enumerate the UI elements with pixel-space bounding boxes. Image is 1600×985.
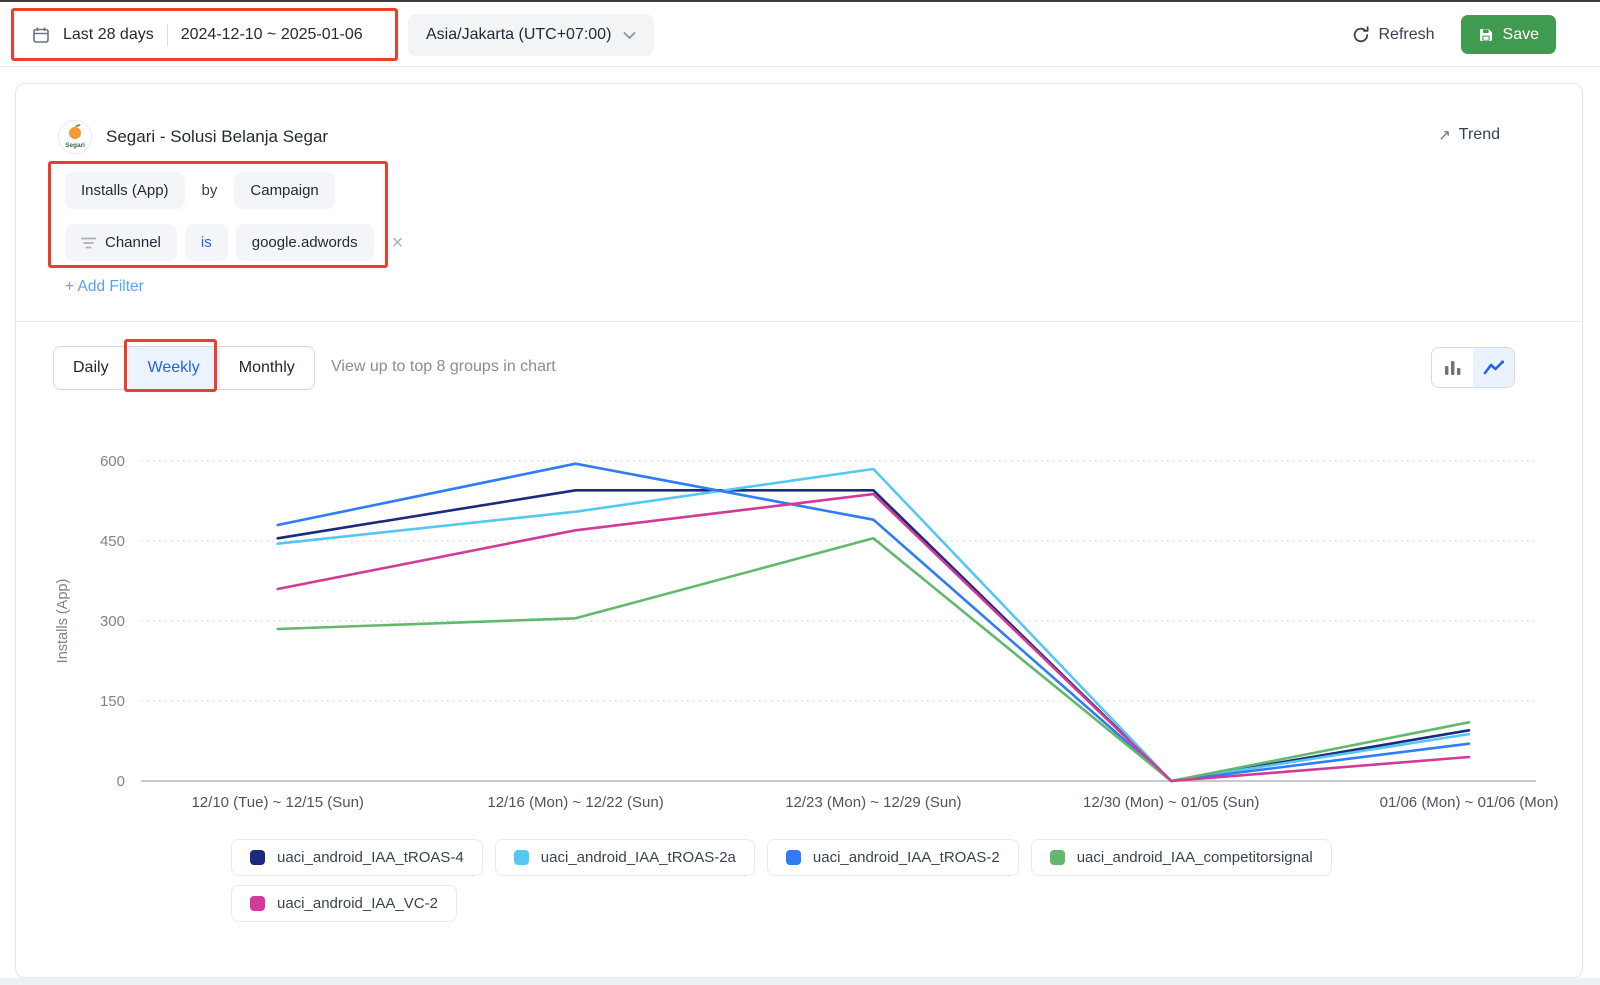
line-chart-svg: 0 150 300 450 600 12/10 (Tue) ~ 12/15 (Sun) 12…: [55, 453, 1559, 811]
filter-operator-chip[interactable]: is: [184, 224, 228, 261]
calendar-icon: [33, 27, 49, 43]
svg-text:12/16 (Mon) ~ 12/22 (Sun): 12/16 (Mon) ~ 12/22 (Sun): [487, 794, 663, 811]
date-range-value[interactable]: 2024-12-10 ~ 2025-01-06: [180, 25, 363, 43]
app-logo: Segari: [58, 120, 92, 154]
group-by-chip[interactable]: Campaign: [234, 172, 335, 209]
timezone-select[interactable]: Asia/Jakarta (UTC+07:00): [408, 14, 655, 56]
page-background-strip: [0, 978, 1600, 985]
by-label: by: [201, 182, 218, 199]
line-chart: 0 150 300 450 600 12/10 (Tue) ~ 12/15 (Sun) 12…: [41, 446, 1561, 846]
metric-chip[interactable]: Installs (App): [65, 172, 185, 209]
legend-swatch: [250, 896, 265, 911]
trend-link[interactable]: ↗ Trend: [1438, 126, 1500, 144]
chart-type-toggle: [1431, 347, 1515, 388]
remove-filter-icon[interactable]: ×: [391, 231, 404, 254]
save-button[interactable]: Save: [1460, 15, 1556, 54]
legend-label: uaci_android_IAA_competitorsignal: [1076, 849, 1313, 866]
svg-text:12/30 (Mon) ~ 01/05 (Sun): 12/30 (Mon) ~ 01/05 (Sun): [1083, 794, 1259, 811]
filter-value-label: google.adwords: [251, 234, 358, 251]
legend-label: uaci_android_IAA_tROAS-2a: [540, 849, 736, 866]
trend-label: Trend: [1458, 126, 1500, 143]
legend-swatch: [785, 850, 801, 865]
legend-swatch: [1049, 850, 1065, 865]
report-card: Segari Segari - Solusi Belanja Segar ↗ T…: [15, 83, 1583, 978]
legend-item[interactable]: uaci_android_IAA_tROAS-2a: [494, 839, 755, 876]
refresh-icon: [1353, 25, 1369, 42]
save-icon: [1479, 28, 1492, 41]
svg-text:Installs (App): Installs (App): [55, 579, 71, 664]
svg-text:12/10 (Tue) ~ 12/15 (Sun): 12/10 (Tue) ~ 12/15 (Sun): [191, 794, 363, 811]
app-header: Segari Segari - Solusi Belanja Segar: [58, 120, 328, 154]
bar-chart-icon: [1444, 360, 1460, 375]
chart-legend: uaci_android_IAA_tROAS-4 uaci_android_IAA…: [231, 839, 1411, 922]
chevron-down-icon: [624, 31, 636, 39]
toolbar-actions: Refresh Save: [1352, 2, 1556, 67]
app-name: Segari - Solusi Belanja Segar: [106, 127, 329, 146]
group-by-label: Campaign: [250, 182, 319, 199]
svg-text:300: 300: [100, 613, 125, 630]
date-preset-label[interactable]: Last 28 days: [63, 25, 154, 43]
top-toolbar: Last 28 days 2024-12-10 ~ 2025-01-06 Asi…: [0, 2, 1600, 67]
date-divider: [166, 23, 168, 46]
trend-arrow-icon: ↗: [1438, 127, 1451, 144]
bar-chart-toggle-button[interactable]: [1432, 348, 1473, 387]
date-range-picker[interactable]: Last 28 days 2024-12-10 ~ 2025-01-06: [32, 2, 363, 67]
legend-item[interactable]: uaci_android_IAA_VC-2: [231, 885, 457, 922]
save-label: Save: [1502, 25, 1539, 43]
filter-row: Channel is google.adwords ×: [65, 224, 403, 261]
tab-weekly[interactable]: Weekly: [127, 347, 219, 389]
filter-value-chip[interactable]: google.adwords: [235, 224, 374, 261]
svg-text:0: 0: [117, 773, 125, 790]
section-divider: [16, 321, 1582, 322]
legend-label: uaci_android_IAA_tROAS-2: [812, 849, 1000, 866]
line-chart-icon: [1483, 359, 1504, 374]
svg-text:450: 450: [100, 533, 125, 550]
tab-monthly[interactable]: Monthly: [218, 347, 314, 389]
metric-row: Installs (App) by Campaign: [65, 172, 335, 209]
line-chart-toggle-button[interactable]: [1473, 348, 1514, 387]
svg-text:Segari: Segari: [65, 142, 85, 149]
svg-text:150: 150: [100, 693, 125, 710]
tab-daily[interactable]: Daily: [54, 347, 128, 389]
legend-label: uaci_android_IAA_tROAS-4: [277, 849, 464, 866]
metric-label: Installs (App): [81, 182, 169, 199]
svg-text:600: 600: [100, 453, 125, 470]
filter-field-chip[interactable]: Channel: [65, 224, 177, 261]
legend-swatch: [250, 850, 265, 865]
top-groups-hint: View up to top 8 groups in chart: [331, 358, 556, 375]
filter-lines-icon: [81, 237, 96, 248]
svg-text:01/06 (Mon) ~ 01/06 (Mon): 01/06 (Mon) ~ 01/06 (Mon): [1380, 794, 1559, 811]
legend-swatch: [513, 850, 529, 865]
legend-item[interactable]: uaci_android_IAA_competitorsignal: [1030, 839, 1332, 876]
filter-operator-label: is: [200, 234, 212, 251]
svg-text:12/23 (Mon) ~ 12/29 (Sun): 12/23 (Mon) ~ 12/29 (Sun): [785, 794, 961, 811]
timezone-label: Asia/Jakarta (UTC+07:00): [426, 26, 612, 43]
refresh-button[interactable]: Refresh: [1352, 26, 1435, 44]
filter-field-label: Channel: [105, 234, 161, 251]
refresh-label: Refresh: [1378, 25, 1435, 43]
segari-logo-icon: Segari: [65, 124, 85, 149]
legend-item[interactable]: uaci_android_IAA_tROAS-4: [231, 839, 483, 876]
granularity-tabs: Daily Weekly Monthly: [53, 346, 315, 390]
add-filter-button[interactable]: + Add Filter: [65, 278, 144, 295]
window-top-edge: [0, 0, 1600, 2]
legend-item[interactable]: uaci_android_IAA_tROAS-2: [766, 839, 1019, 876]
legend-label: uaci_android_IAA_VC-2: [277, 895, 438, 912]
